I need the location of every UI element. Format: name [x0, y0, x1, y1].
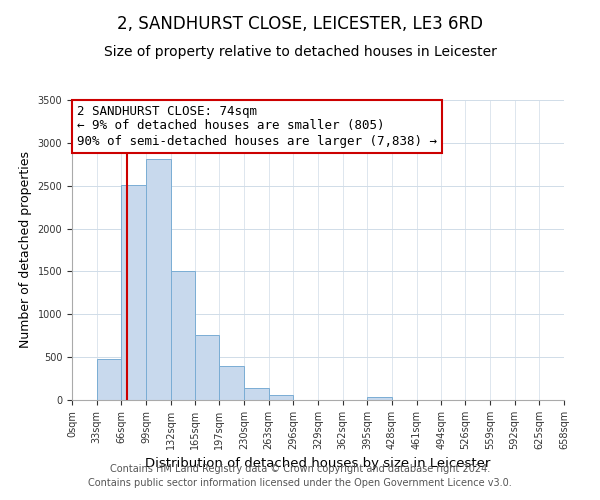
Bar [170, 270, 196, 400]
Bar [220, 366, 244, 400]
Bar [97, 359, 121, 400]
Text: Contains HM Land Registry data © Crown copyright and database right 2024.
Contai: Contains HM Land Registry data © Crown c… [88, 464, 512, 487]
Bar [196, 335, 220, 400]
Text: 2 SANDHURST CLOSE: 74sqm
← 9% of detached houses are smaller (805)
90% of semi-d: 2 SANDHURST CLOSE: 74sqm ← 9% of detache… [77, 104, 437, 148]
Bar [269, 396, 293, 400]
Text: Size of property relative to detached houses in Leicester: Size of property relative to detached ho… [104, 45, 496, 59]
Bar [121, 185, 146, 400]
Text: 2, SANDHURST CLOSE, LEICESTER, LE3 6RD: 2, SANDHURST CLOSE, LEICESTER, LE3 6RD [117, 15, 483, 33]
X-axis label: Distribution of detached houses by size in Leicester: Distribution of detached houses by size … [145, 458, 491, 470]
Bar [146, 159, 170, 400]
Bar [244, 388, 269, 400]
Bar [367, 398, 392, 400]
Y-axis label: Number of detached properties: Number of detached properties [19, 152, 32, 348]
